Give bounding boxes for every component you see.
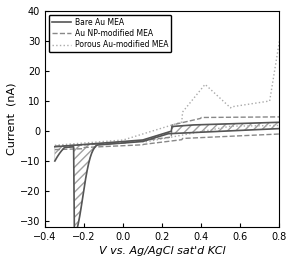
Legend: Bare Au MEA, Au NP-modified MEA, Porous Au-modified MEA: Bare Au MEA, Au NP-modified MEA, Porous … — [49, 15, 171, 52]
X-axis label: V vs. Ag/AgCl sat'd KCl: V vs. Ag/AgCl sat'd KCl — [99, 246, 225, 256]
Y-axis label: Current  (nA): Current (nA) — [7, 83, 17, 155]
